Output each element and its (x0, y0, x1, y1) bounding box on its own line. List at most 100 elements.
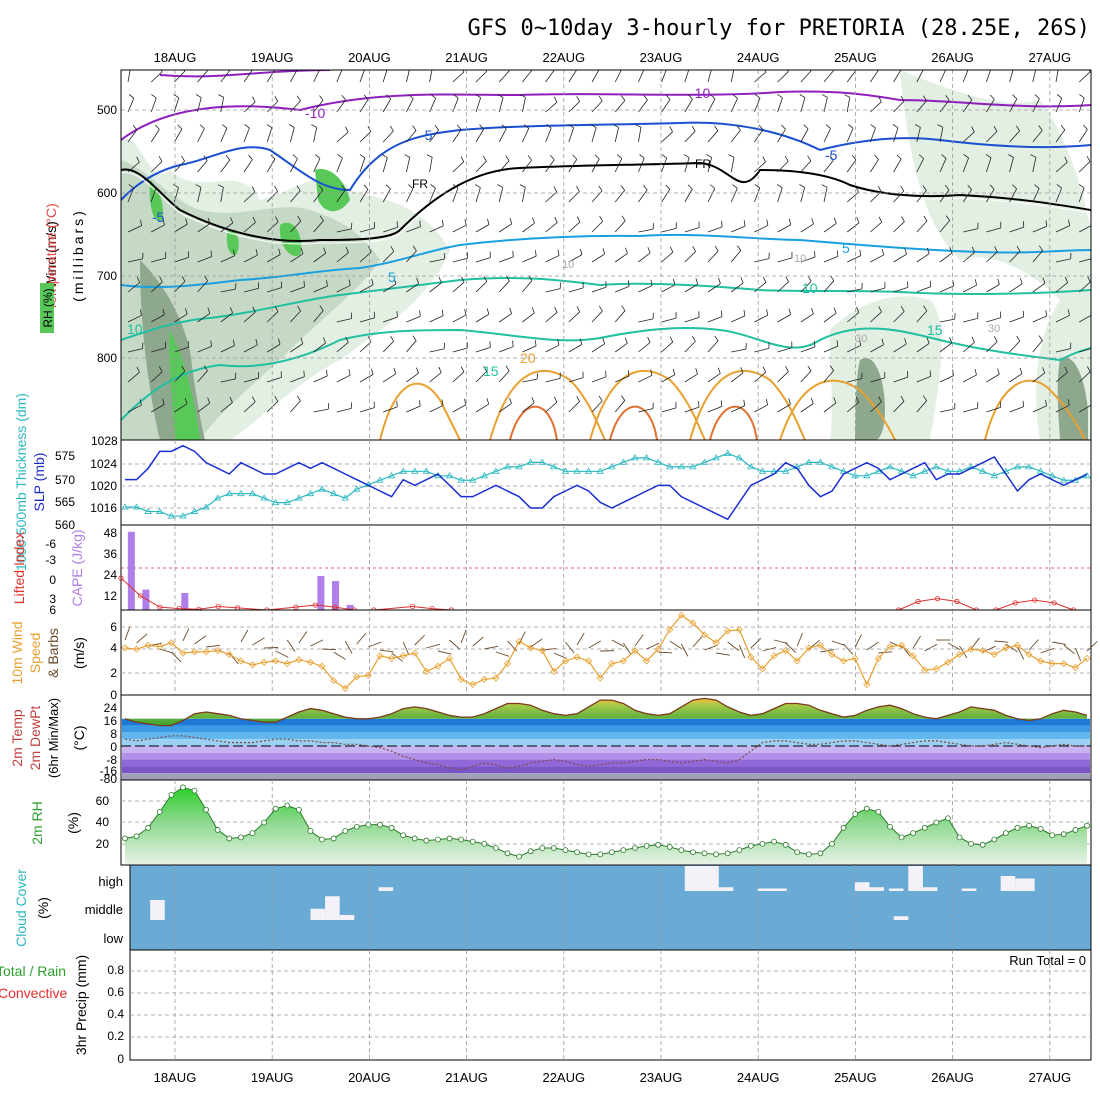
wind-barb (650, 369, 653, 376)
wind-speed-point (156, 643, 164, 651)
wind-barb (914, 124, 921, 128)
wind-barb (452, 224, 467, 233)
wind-barb (829, 155, 834, 161)
wind-barb (545, 222, 558, 233)
rh-tick: 20 (96, 837, 110, 851)
wind-barb (128, 184, 134, 189)
wind-barb (855, 396, 860, 403)
wind-barb (939, 285, 954, 293)
wind-speed-point (1071, 663, 1079, 672)
thickness-point (283, 498, 291, 506)
wind-barb (243, 127, 250, 143)
rh-point (353, 823, 360, 830)
date-label: 18AUG (154, 1070, 197, 1085)
wind-barb (1009, 226, 1024, 233)
rh-point (272, 805, 279, 812)
wind-barb (523, 124, 529, 129)
wind-barb (627, 370, 630, 377)
precip-panel: Run Total = 0 0.8 0.6 0.4 0.2 0 Total / … (0, 949, 1092, 1066)
wind-barb (731, 348, 747, 353)
wind-barb (800, 280, 812, 293)
wind-barb (889, 641, 903, 649)
wind-barb (847, 288, 862, 293)
cloud-high-block (684, 866, 719, 891)
wind-barb (620, 185, 625, 191)
wind-barb (220, 312, 233, 323)
rh-point (829, 840, 835, 847)
wind-barb (576, 306, 581, 312)
date-label: 20AUG (348, 1070, 391, 1085)
wind-barb (730, 157, 735, 173)
wind-tick: 0 (110, 688, 117, 702)
wind-barb (579, 338, 583, 345)
wind-barb (963, 228, 978, 233)
wind-barb (438, 366, 442, 373)
wind-barb (730, 188, 738, 203)
wind-speed-point (133, 645, 141, 653)
wind-barb (707, 65, 712, 68)
cloud-high-block (757, 888, 787, 891)
wind-barb (684, 64, 689, 67)
wind-barb (150, 161, 163, 173)
wind-barb (640, 65, 645, 69)
wind-barb (777, 314, 791, 323)
thickness-point (550, 463, 558, 470)
wind-barb (576, 185, 580, 192)
wind-barb (197, 346, 212, 353)
wind-barb (185, 218, 188, 225)
wind-barb (182, 628, 190, 642)
wind-barb (498, 280, 510, 293)
wind-barb (243, 70, 253, 83)
wind-barb (1009, 373, 1023, 383)
wind-barb (823, 256, 839, 263)
wind-speed-point (967, 645, 975, 653)
wind-barb (754, 97, 761, 113)
wind-barb (855, 70, 857, 71)
wind-speed-point (1002, 644, 1010, 652)
thickness-point (399, 467, 407, 474)
thickness-point (631, 454, 639, 461)
wind-barb (270, 154, 276, 160)
wind-barb (625, 247, 628, 254)
thickness-point (306, 489, 315, 497)
wind-barb (1088, 70, 1091, 72)
wind-barb (545, 70, 555, 83)
wind-barb (159, 366, 163, 372)
wind-barb (777, 161, 789, 173)
wind-barb (638, 408, 654, 413)
cape-bar (142, 589, 150, 610)
wind-barb (1078, 71, 1091, 83)
wind-barb (405, 65, 410, 68)
rh-point (156, 808, 163, 815)
wind-barb (278, 338, 281, 345)
wind-barb (429, 315, 444, 323)
wind-barb (1030, 154, 1037, 158)
wind-speed-point (955, 650, 964, 659)
wind-barb (875, 65, 879, 70)
thickness-point (677, 463, 686, 470)
wind-barb (762, 366, 767, 373)
wind-barb (430, 94, 436, 99)
temp-band (122, 746, 1090, 753)
wind-barb (684, 283, 698, 293)
wind-barb (136, 276, 141, 283)
wind-barb (412, 335, 417, 341)
wind-barb (1009, 406, 1024, 413)
wind-barb (341, 94, 346, 101)
rh-point (956, 834, 963, 841)
wind-barb (275, 216, 279, 222)
rh-point (910, 830, 917, 837)
wind-barb (313, 127, 318, 143)
wind-barb (505, 275, 510, 282)
wind-barb (509, 218, 513, 224)
wind-barb (204, 275, 208, 282)
wind-barb (881, 338, 884, 345)
wind-barb (252, 306, 256, 313)
wind-barb (390, 335, 394, 342)
pressure-axis-label: (millibars) (70, 208, 86, 302)
wind-barb (878, 96, 882, 102)
wind-barb (290, 310, 301, 323)
wind-barb (315, 154, 321, 159)
wind-barb (475, 346, 491, 353)
wind-barb (615, 375, 630, 383)
